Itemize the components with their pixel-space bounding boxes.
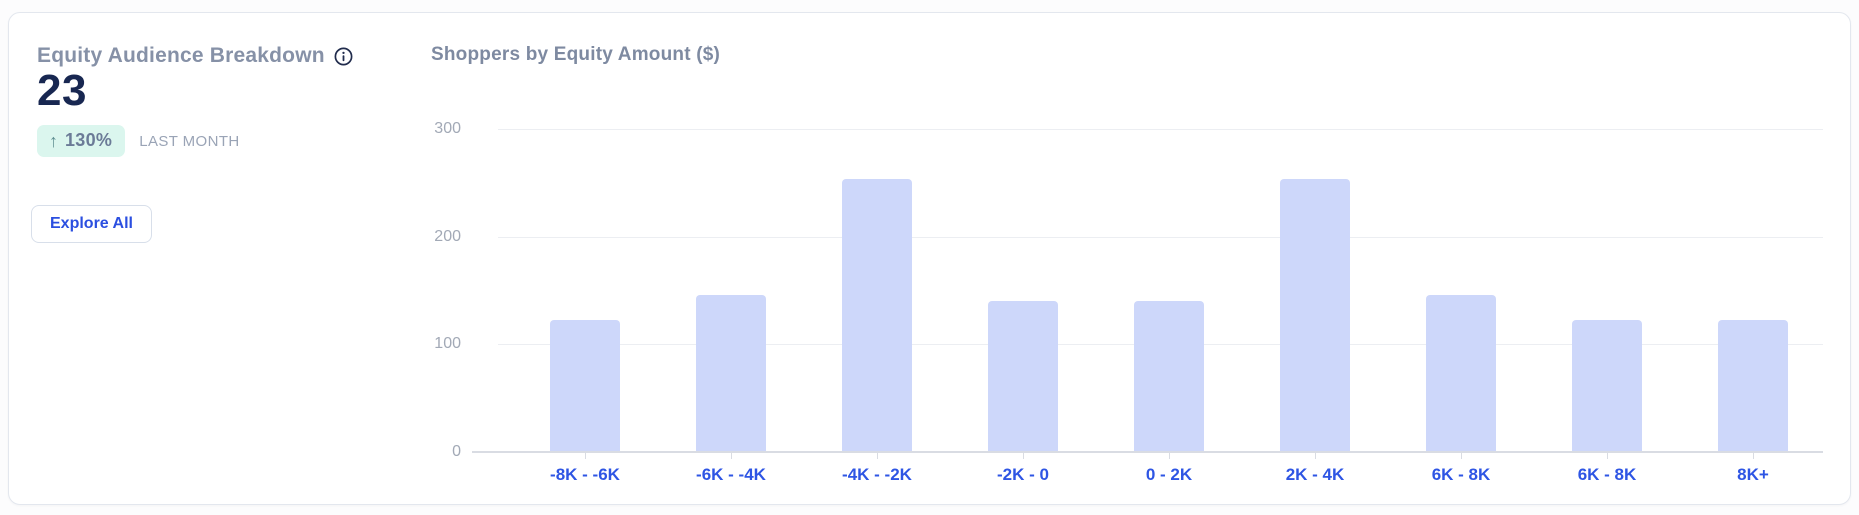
x-axis-baseline [472,451,1823,453]
kpi-value: 23 [37,66,87,115]
x-tick-label-5[interactable]: 2K - 4K [1285,465,1345,484]
summary-title-row: Equity Audience Breakdown [37,44,353,68]
arrow-up-icon: ↑ [49,130,58,151]
bar-1[interactable] [696,294,766,451]
explore-all-button[interactable]: Explore All [31,205,152,243]
bar-5[interactable] [1280,178,1350,451]
equity-audience-card: Equity Audience Breakdown 23 ↑ 130% LAST… [8,12,1851,505]
y-tick-label-200: 200 [434,227,461,245]
chart-title: Shoppers by Equity Amount ($) [431,44,721,65]
x-tick-8 [1753,452,1754,459]
info-icon[interactable] [334,47,353,66]
x-tick-label-0[interactable]: -8K - -6K [550,465,620,484]
gridline-300 [498,129,1823,130]
gridline-200 [498,236,1823,238]
bar-3[interactable] [988,301,1058,451]
x-tick-5 [1315,452,1316,459]
delta-percent: 130% [65,130,113,150]
x-tick-label-1[interactable]: -6K - -4K [696,465,766,484]
delta-badge: ↑ 130% [37,125,126,157]
bar-0[interactable] [550,319,620,451]
bar-8[interactable] [1718,319,1788,451]
x-tick-label-8[interactable]: 8K+ [1737,465,1769,484]
x-tick-7 [1607,452,1608,459]
bar-chart-plot-area: -8K - -6K -6K - -4K -4K - -2K -2K - 0 0 - 2K… [472,129,1823,484]
bar-7[interactable] [1572,319,1642,451]
bar-4[interactable] [1134,301,1204,451]
x-tick-6 [1461,452,1462,459]
bar-6[interactable] [1426,294,1496,451]
y-tick-label-0: 0 [452,443,461,460]
delta-row: ↑ 130% LAST MONTH [37,125,240,157]
x-tick-label-4[interactable]: 0 - 2K [1145,465,1193,484]
x-tick-4 [1169,452,1170,459]
y-tick-label-300: 300 [434,120,461,137]
delta-period-label: LAST MONTH [139,132,240,150]
y-tick-label-100: 100 [434,335,461,353]
x-tick-0 [585,452,586,459]
y-axis: 0 100 200 300 [9,120,461,460]
bar-2[interactable] [842,178,912,451]
x-tick-label-3[interactable]: -2K - 0 [997,465,1049,484]
x-tick-label-6[interactable]: 6K - 8K [1431,465,1491,484]
x-tick-2 [877,452,878,459]
summary-title: Equity Audience Breakdown [37,44,325,67]
x-tick-3 [1023,452,1024,459]
x-tick-1 [731,452,732,459]
x-tick-label-2[interactable]: -4K - -2K [842,465,912,484]
summary-panel: Equity Audience Breakdown 23 ↑ 130% LAST… [31,13,367,504]
x-tick-label-7[interactable]: 6K - 8K [1577,465,1637,484]
